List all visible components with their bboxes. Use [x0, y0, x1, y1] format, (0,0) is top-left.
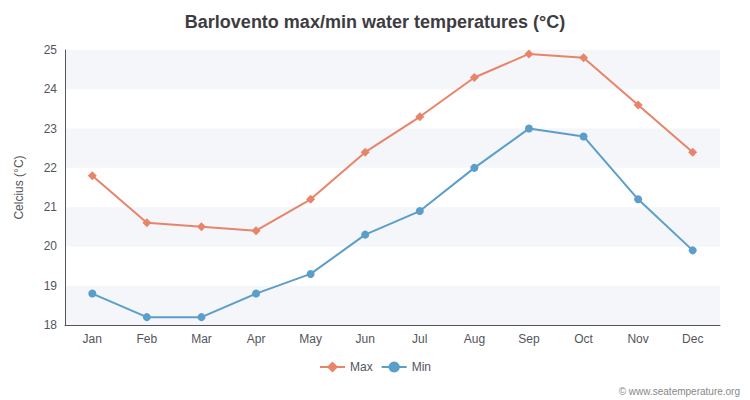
svg-text:22: 22 [44, 161, 58, 175]
svg-text:May: May [299, 332, 322, 346]
svg-text:Max: Max [350, 360, 373, 374]
svg-text:Oct: Oct [574, 332, 593, 346]
svg-text:Barlovento max/min water tempe: Barlovento max/min water temperatures (°… [185, 12, 565, 32]
svg-text:Celcius (°C): Celcius (°C) [12, 155, 26, 219]
svg-text:18: 18 [44, 318, 58, 332]
svg-text:Nov: Nov [627, 332, 648, 346]
svg-text:Min: Min [412, 360, 431, 374]
svg-text:24: 24 [44, 82, 58, 96]
svg-text:Dec: Dec [682, 332, 703, 346]
svg-text:© www.seatemperature.org: © www.seatemperature.org [619, 386, 740, 397]
svg-text:23: 23 [44, 122, 58, 136]
svg-text:Feb: Feb [137, 332, 158, 346]
svg-text:25: 25 [44, 43, 58, 57]
svg-text:Aug: Aug [464, 332, 485, 346]
svg-text:Mar: Mar [191, 332, 212, 346]
svg-text:20: 20 [44, 239, 58, 253]
svg-text:21: 21 [44, 200, 58, 214]
svg-text:Sep: Sep [518, 332, 540, 346]
svg-text:Jan: Jan [83, 332, 102, 346]
svg-text:Jul: Jul [412, 332, 427, 346]
svg-text:Apr: Apr [247, 332, 266, 346]
svg-text:19: 19 [44, 279, 58, 293]
svg-text:Jun: Jun [356, 332, 375, 346]
